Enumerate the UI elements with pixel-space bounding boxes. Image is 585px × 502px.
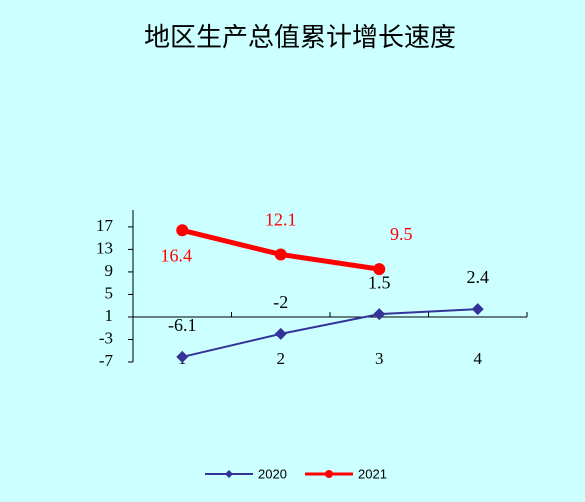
- data-label: 12.1: [265, 210, 297, 230]
- data-label: 16.4: [161, 245, 193, 265]
- x-tick-label: 3: [375, 349, 384, 368]
- marker: [373, 308, 386, 321]
- legend-label: 2020: [258, 466, 287, 481]
- legend-label: 2021: [358, 466, 387, 481]
- marker: [471, 303, 484, 316]
- marker: [274, 327, 287, 340]
- data-label: -2: [273, 292, 288, 312]
- y-tick-label: -7: [99, 351, 114, 370]
- marker: [176, 350, 189, 363]
- data-label: 1.5: [368, 272, 391, 292]
- y-tick-label: 13: [96, 238, 113, 257]
- y-tick-label: 17: [96, 216, 114, 235]
- marker: [176, 224, 189, 237]
- data-label: -6.1: [168, 315, 197, 335]
- data-label: 9.5: [390, 224, 413, 244]
- legend-marker: [325, 470, 333, 478]
- data-label: 2.4: [467, 267, 490, 287]
- y-tick-label: -3: [99, 328, 113, 347]
- y-tick-label: 1: [105, 306, 114, 325]
- legend-marker: [225, 470, 233, 478]
- y-tick-label: 5: [105, 283, 114, 302]
- x-tick-label: 2: [277, 349, 286, 368]
- series-line: [182, 308, 478, 358]
- x-tick-label: 4: [474, 349, 483, 368]
- marker: [373, 263, 386, 276]
- chart-title: 地区生产总值累计增长速度: [144, 23, 456, 52]
- y-tick-label: 9: [105, 261, 114, 280]
- marker: [274, 248, 287, 261]
